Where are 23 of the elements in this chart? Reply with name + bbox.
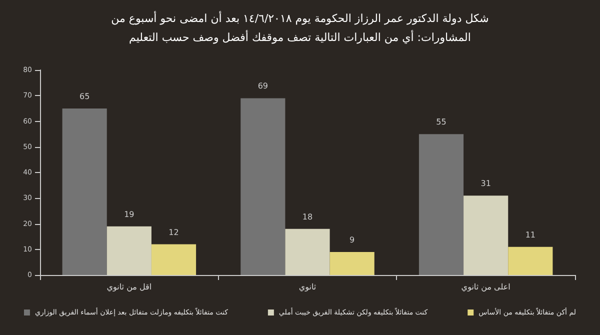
data-label: 12 — [168, 228, 179, 237]
data-label: 18 — [302, 212, 313, 222]
data-label: 9 — [350, 235, 355, 244]
data-label: 11 — [525, 230, 536, 240]
data-label: 19 — [124, 210, 134, 219]
chart-title: شكل دولة الدكتور عمر الرزاز الحكومة يوم ١٤/٦/٢٠١٨ بعد أن امضى نحو أسبوع من — [111, 11, 489, 25]
bar — [508, 246, 553, 275]
x-tick-label: ثانوي — [298, 282, 316, 292]
x-tick-label: اعلى من ثانوي — [461, 282, 510, 292]
x-tick-label: اقل من ثانوي — [106, 282, 152, 292]
bar — [285, 228, 330, 275]
chart-subtitle: المشاورات: أي من العبارات التالية تصف موقفك أفضل وصف حسب التعليم — [129, 30, 471, 44]
data-label: 69 — [258, 82, 268, 91]
bar — [151, 244, 196, 275]
data-label: 31 — [480, 179, 491, 188]
bar — [106, 226, 152, 275]
data-label: 65 — [79, 92, 90, 101]
bar — [418, 134, 464, 275]
bar — [240, 98, 286, 275]
bar — [330, 252, 374, 275]
bar — [62, 108, 107, 275]
bar — [464, 196, 508, 275]
data-label: 55 — [436, 118, 446, 127]
